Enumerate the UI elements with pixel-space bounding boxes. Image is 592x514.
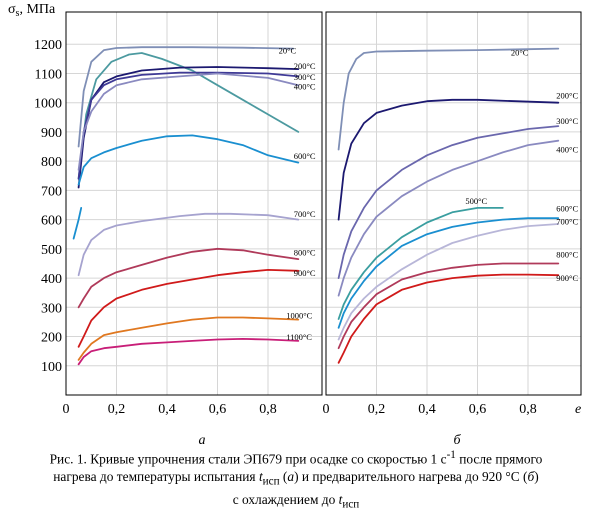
figure-caption: Рис. 1. Кривые упрочнения стали ЭП679 пр… [0, 446, 592, 514]
x-tick-label: 0,6 [469, 402, 487, 417]
series-line [77, 316, 300, 361]
y-tick-label: 700 [41, 184, 62, 199]
series-line [337, 217, 560, 329]
x-tick-label: 0,8 [259, 402, 277, 417]
series-label: 700°C [294, 209, 316, 219]
series-label: 200°C [556, 90, 578, 100]
series-label: 500°C [465, 196, 487, 206]
y-tick-label: 1100 [35, 67, 62, 82]
x-tick-label: 0,2 [368, 402, 386, 417]
y-tick-label: 200 [41, 331, 62, 346]
series-label: 900°C [556, 273, 578, 283]
y-tick-label: 100 [41, 360, 62, 375]
x-tick-label: 0 [63, 402, 70, 417]
series-line [77, 52, 300, 180]
series-label: 900°C [294, 268, 316, 278]
plot-frame [325, 11, 582, 396]
plot-frame [65, 11, 323, 396]
x-tick-label: 0,4 [158, 402, 176, 417]
series-label: 400°C [556, 144, 578, 154]
series-line [337, 262, 560, 350]
series-label: 20°C [279, 46, 297, 56]
series-label: 1100°C [286, 332, 312, 342]
series-line [337, 139, 560, 297]
y-tick-label: 800 [41, 155, 62, 170]
series-label: 700°C [556, 217, 578, 227]
series-label: 20°C [511, 47, 529, 57]
x-tick-label: 0,2 [108, 402, 126, 417]
panel-label-a: а [199, 433, 206, 446]
y-tick-label: 1200 [34, 38, 62, 53]
series-line [337, 125, 560, 279]
x-tick-label: 0,8 [519, 402, 537, 417]
series-line [337, 223, 560, 341]
series-label: 800°C [294, 247, 316, 257]
series-line [77, 338, 300, 366]
y-tick-label: 400 [41, 272, 62, 287]
series-label: 300°C [294, 72, 316, 82]
series-line [77, 247, 300, 309]
strain-hardening-figure: 100 200 300 400 500 600 700 800 900 1000 1100 1200 0… [8, 2, 582, 446]
series-label: 400°C [294, 82, 316, 92]
panel-a-chart: 100 200 300 400 500 600 700 800 900 1000 1100 1200 0… [34, 11, 323, 417]
y-tick-label: 600 [41, 214, 62, 229]
y-tick-label: 300 [41, 301, 62, 316]
series-label: 1000°C [286, 310, 312, 320]
y-tick-label: 900 [41, 126, 62, 141]
series-line [77, 212, 300, 277]
series-line [77, 269, 300, 348]
series-line [77, 134, 300, 186]
series-label: 600°C [294, 151, 316, 161]
x-tick-label: 0,6 [209, 402, 227, 417]
series-line [337, 207, 504, 320]
x-axis-label-e: e [575, 402, 581, 417]
y-tick-label: 500 [41, 243, 62, 258]
caption-line-2: нагрева до температуры испытания tисп (а… [53, 469, 539, 489]
series-label: 200°C [294, 61, 316, 71]
caption-line-1: Рис. 1. Кривые упрочнения стали ЭП679 пр… [49, 449, 543, 467]
series-line [77, 71, 300, 180]
series-line [77, 72, 300, 171]
series-label: 600°C [556, 204, 578, 214]
series-label: 800°C [556, 250, 578, 260]
y-axis-label: σs, МПа [8, 2, 56, 19]
x-tick-label: 0 [323, 402, 330, 417]
series-line [337, 273, 560, 364]
caption-line-3: с охлаждением до tисп [232, 492, 360, 511]
series-label: 300°C [556, 116, 578, 126]
series-line [77, 46, 295, 148]
series-line [72, 207, 83, 240]
panel-b-chart: 0 0,2 0,4 0,6 0,8 20°C 200°C 300°C 400°C 500°C 600… [323, 11, 582, 417]
y-tick-label: 1000 [34, 97, 62, 112]
series-line [337, 98, 560, 221]
x-tick-label: 0,4 [418, 402, 436, 417]
series-line [337, 47, 560, 151]
series-line [77, 66, 300, 189]
panel-label-b: б [453, 433, 461, 446]
